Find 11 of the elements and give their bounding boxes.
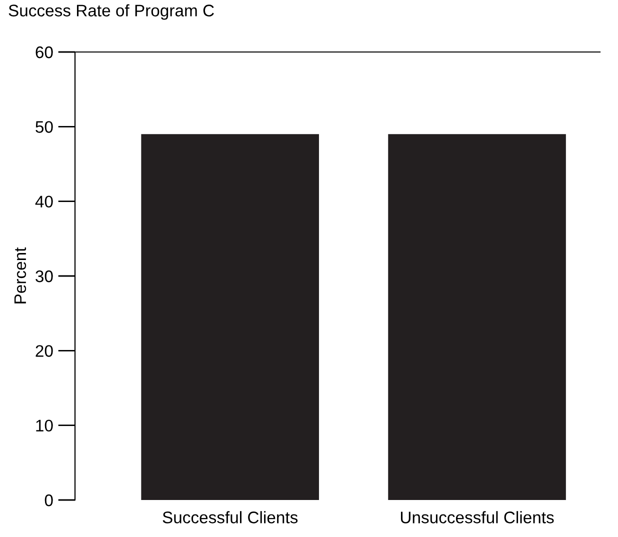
x-tick-label: Unsuccessful Clients <box>400 511 554 524</box>
y-axis-title: Percent <box>14 247 26 304</box>
y-tick-label: 60 <box>36 46 53 58</box>
y-tick-label: 30 <box>36 270 53 282</box>
y-tick-label: 20 <box>36 345 53 357</box>
y-tick-label: 10 <box>36 420 53 432</box>
y-tick-label: 40 <box>35 196 53 208</box>
x-tick-label: Successful Clients <box>162 511 298 524</box>
y-tick-label: 50 <box>36 121 53 133</box>
y-tick-label: 0 <box>44 494 53 506</box>
chart-title: Success Rate of Program C <box>8 4 214 20</box>
